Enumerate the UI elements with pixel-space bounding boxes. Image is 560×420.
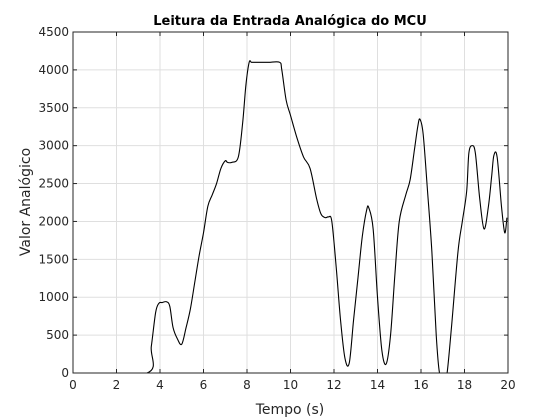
x-tick-label: 10 (283, 378, 298, 392)
x-tick-label: 16 (413, 378, 428, 392)
x-axis-label: Tempo (s) (255, 402, 325, 418)
x-tick-label: 18 (457, 378, 472, 392)
x-tick-label: 20 (500, 378, 515, 392)
x-tick-label: 6 (200, 378, 208, 392)
x-tick-label: 8 (243, 378, 251, 392)
y-tick-label: 3000 (38, 139, 69, 153)
y-tick-label: 2500 (38, 177, 69, 191)
y-tick-label: 1000 (38, 290, 69, 304)
x-tick-label: 0 (69, 378, 77, 392)
y-tick-label: 2000 (38, 214, 69, 228)
y-tick-label: 4000 (38, 63, 69, 77)
series-layer (77, 60, 508, 374)
y-tick-label: 0 (61, 366, 69, 380)
x-tick-label: 12 (326, 378, 341, 392)
y-tick-label: 1500 (38, 252, 69, 266)
y-tick-label: 4500 (38, 25, 69, 39)
x-tick-label: 4 (156, 378, 164, 392)
series-line (77, 60, 508, 374)
y-tick-label: 500 (46, 328, 69, 342)
x-tick-label: 14 (370, 378, 385, 392)
axis-ticks: 0 2 4 6 8 10 12 14 16 18 20 0 500 1000 1500 2000 2500 300… (38, 25, 515, 392)
y-tick-label: 3500 (38, 101, 69, 115)
chart-title: Leitura da Entrada Analógica do MCU (153, 14, 427, 29)
y-axis-label: Valor Analógico (18, 148, 34, 256)
grid (72, 31, 509, 374)
x-tick-label: 2 (113, 378, 121, 392)
